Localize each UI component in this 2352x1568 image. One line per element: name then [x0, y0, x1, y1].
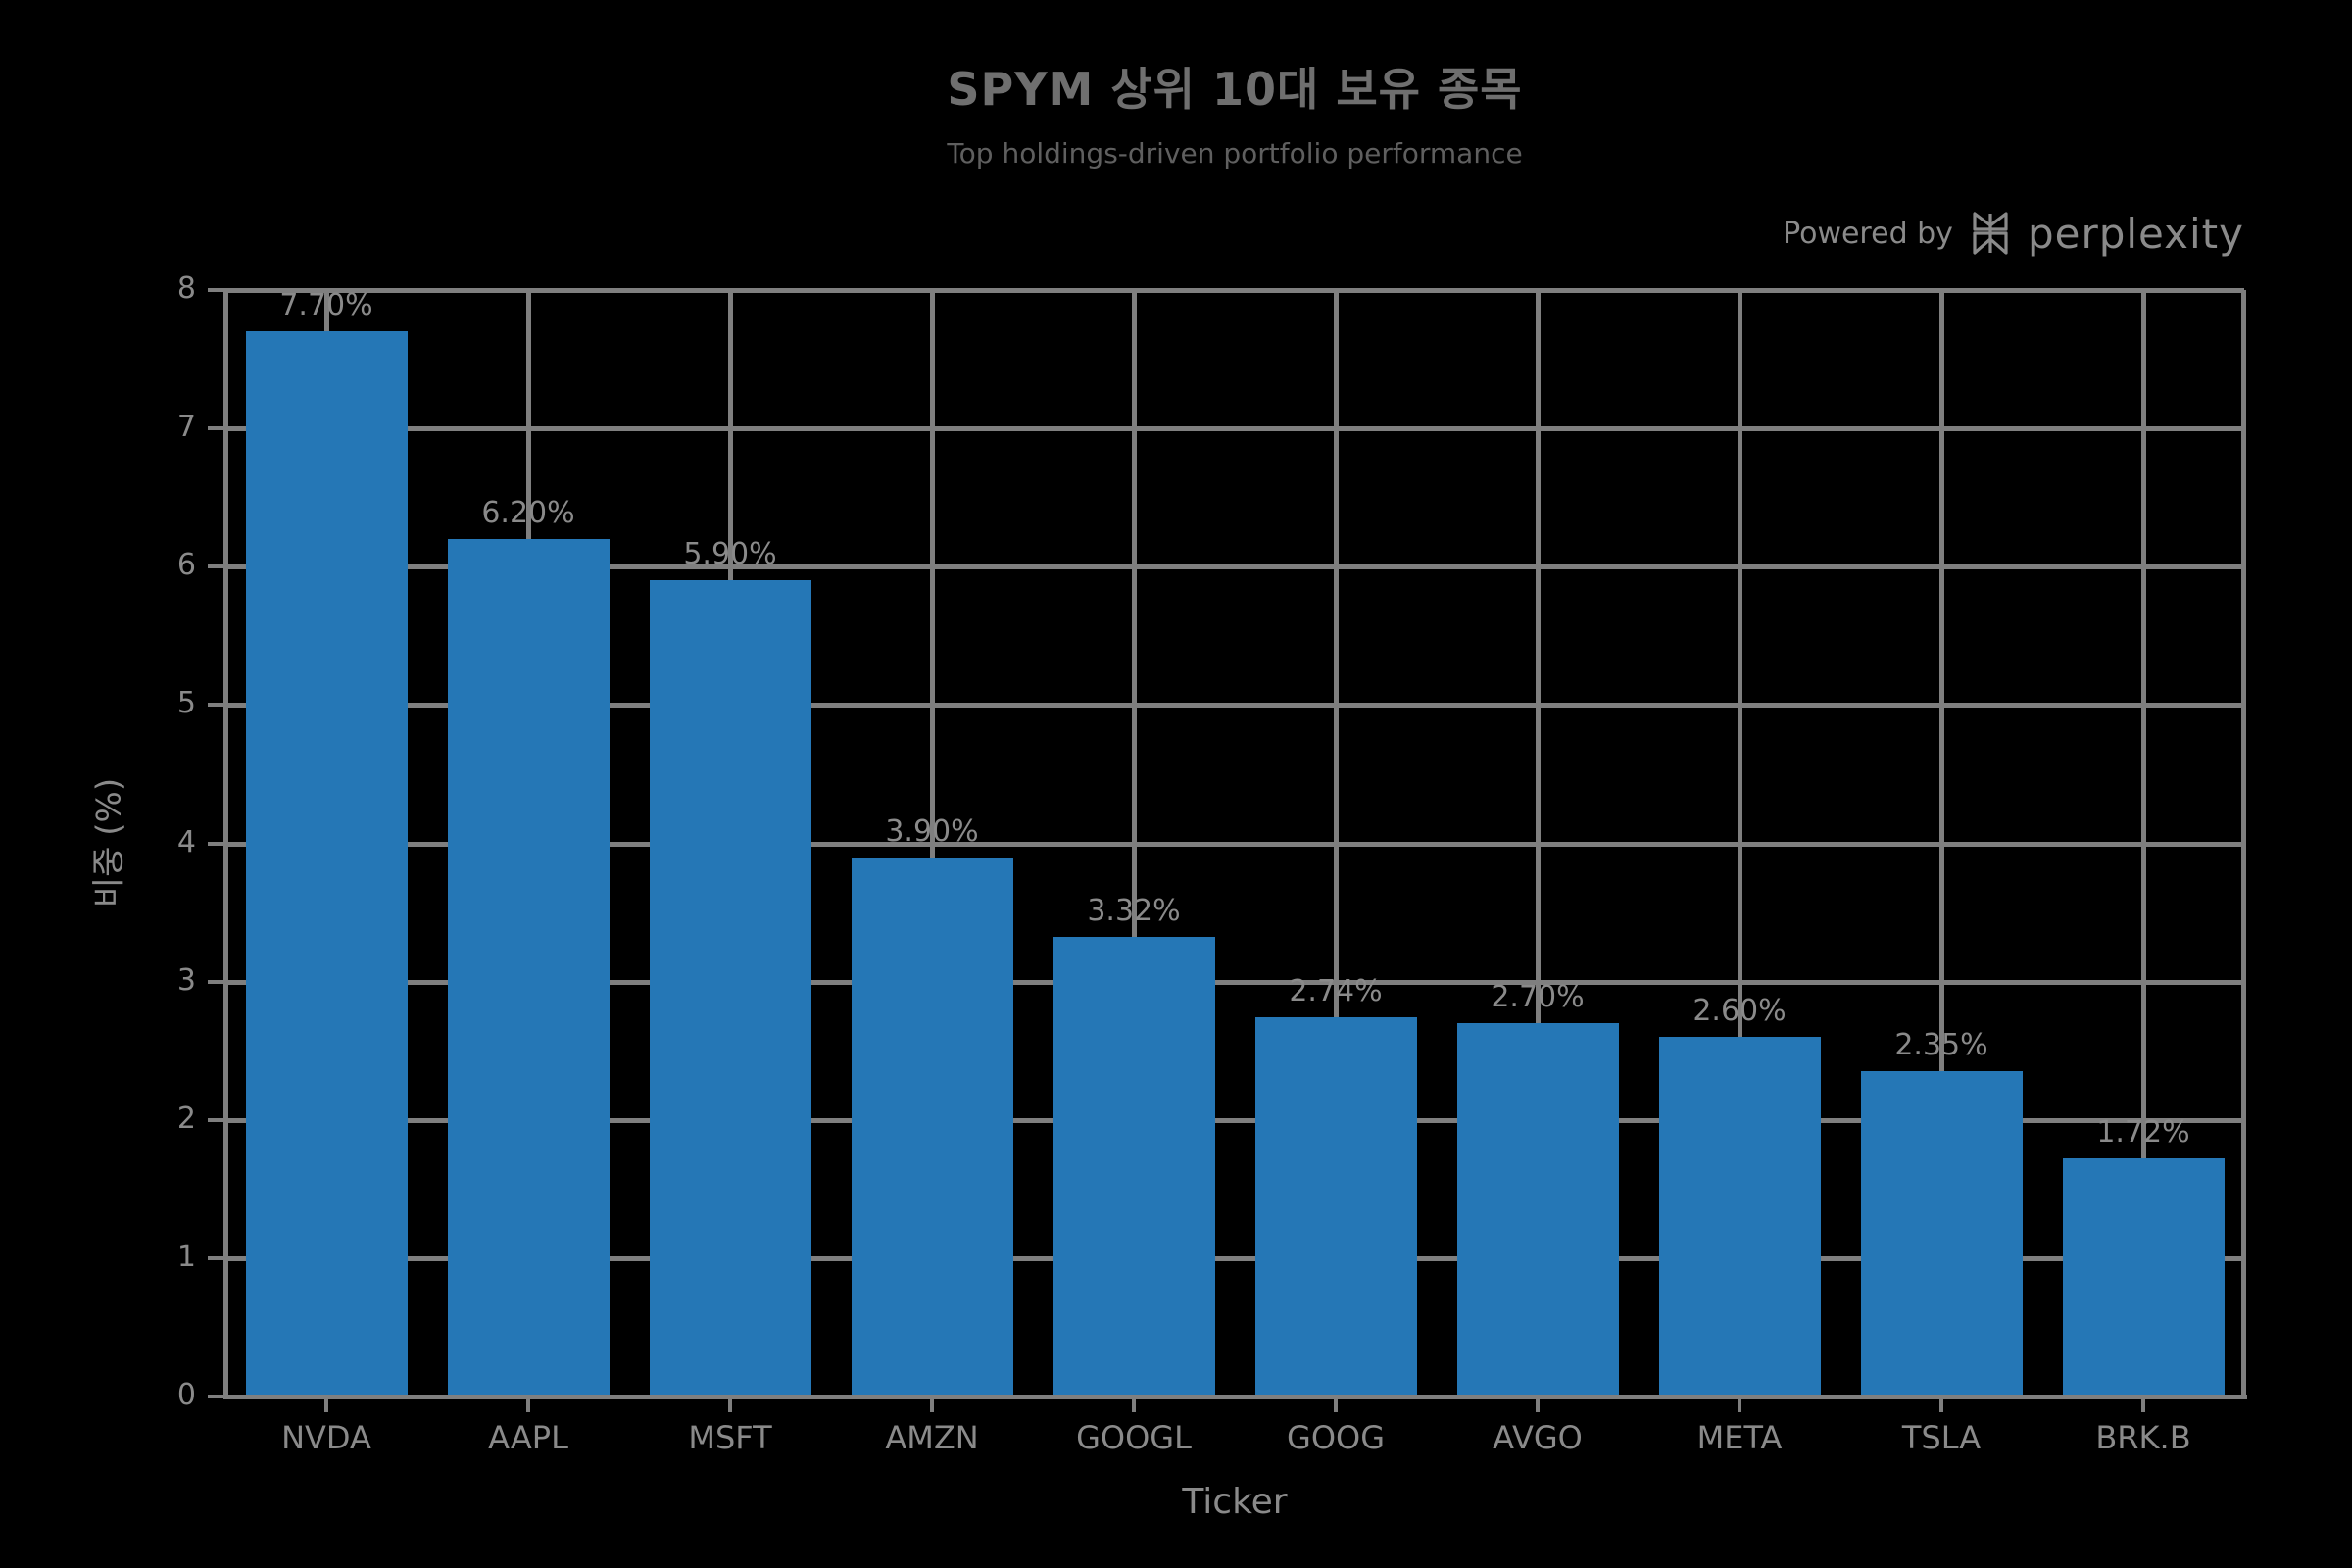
x-tick-mark [930, 1396, 934, 1412]
y-tick-label: 8 [176, 271, 196, 306]
x-tick-mark [1334, 1396, 1338, 1412]
x-tick-label: BRK.B [2095, 1419, 2191, 1456]
gridline-horizontal [225, 288, 2244, 293]
gridline-horizontal [225, 979, 2244, 985]
x-tick-label: MSFT [688, 1419, 772, 1456]
y-tick-label: 3 [176, 962, 196, 998]
gridline-vertical [930, 290, 935, 1396]
gridline-horizontal [225, 1255, 2244, 1261]
gridline-horizontal [225, 564, 2244, 570]
y-tick-mark [208, 564, 225, 569]
gridline-horizontal [225, 703, 2244, 709]
bar-value-label: 2.74% [1289, 974, 1383, 1009]
y-tick-label: 4 [176, 824, 196, 859]
bar [851, 857, 1013, 1396]
bar [2062, 1158, 2225, 1396]
x-tick-label: TSLA [1901, 1419, 1982, 1456]
x-tick-mark [1939, 1396, 1943, 1412]
x-tick-label: AVGO [1493, 1419, 1583, 1456]
bar-value-label: 1.72% [2096, 1115, 2190, 1151]
y-tick-label: 2 [176, 1101, 196, 1136]
perplexity-wordmark: perplexity [2027, 209, 2244, 258]
gridline-vertical [2141, 290, 2146, 1396]
powered-by: Powered by perplexity [1783, 206, 2244, 261]
bar [1053, 937, 1215, 1396]
bar-value-label: 6.20% [481, 496, 575, 531]
y-tick-label: 5 [176, 686, 196, 721]
axis-spine-bottom [223, 1395, 2247, 1399]
x-tick-label: GOOGL [1076, 1419, 1192, 1456]
chart-subtitle: Top holdings-driven portfolio performanc… [947, 137, 1523, 170]
bar [1658, 1037, 1821, 1396]
y-tick-mark [208, 979, 225, 984]
y-tick-mark [208, 841, 225, 846]
gridline-horizontal [225, 841, 2244, 847]
y-tick-mark [208, 288, 225, 292]
bar-value-label: 7.70% [279, 288, 373, 323]
y-tick-label: 7 [176, 410, 196, 445]
x-tick-label: META [1696, 1419, 1783, 1456]
bar [245, 331, 408, 1396]
y-tick-mark [208, 703, 225, 708]
x-tick-mark [324, 1396, 328, 1412]
gridline-vertical [1132, 290, 1137, 1396]
x-tick-mark [1738, 1396, 1741, 1412]
bar [1456, 1022, 1619, 1396]
bar-value-label: 2.35% [1894, 1028, 1988, 1063]
bar [1254, 1017, 1417, 1396]
x-tick-label: GOOG [1287, 1419, 1385, 1456]
x-tick-mark [526, 1396, 530, 1412]
chart-title: SPYM 상위 10대 보유 종목 [947, 63, 1523, 116]
x-tick-label: AAPL [488, 1419, 568, 1456]
y-axis-label: 비중 (%) [89, 777, 129, 908]
bar-value-label: 2.70% [1491, 979, 1585, 1014]
perplexity-asterisk-icon [1973, 212, 2008, 255]
x-tick-label: AMZN [885, 1419, 979, 1456]
x-tick-mark [728, 1396, 732, 1412]
bar-value-label: 2.60% [1692, 994, 1787, 1029]
y-tick-label: 0 [176, 1378, 196, 1412]
bar-value-label: 3.90% [885, 813, 979, 849]
gridline-vertical [1939, 290, 1944, 1396]
plot-area [223, 288, 2247, 1399]
bar [649, 580, 811, 1396]
gridline-vertical [1738, 290, 1742, 1396]
axis-spine-left [223, 290, 228, 1396]
y-tick-label: 6 [176, 548, 196, 583]
axis-spine-right [2241, 290, 2246, 1396]
y-tick-mark [208, 1255, 225, 1260]
x-tick-mark [2141, 1396, 2145, 1412]
y-tick-label: 1 [176, 1239, 196, 1274]
bar [447, 539, 610, 1396]
bar-value-label: 5.90% [683, 537, 777, 572]
powered-by-label: Powered by [1783, 216, 1953, 251]
gridline-vertical [1536, 290, 1541, 1396]
x-tick-label: NVDA [281, 1419, 371, 1456]
bar [1860, 1071, 2023, 1396]
y-tick-mark [208, 426, 225, 431]
y-tick-mark [208, 1395, 225, 1398]
x-axis-label: Ticker [1182, 1482, 1288, 1522]
gridline-horizontal [225, 1117, 2244, 1123]
x-tick-mark [1536, 1396, 1540, 1412]
x-tick-mark [1132, 1396, 1136, 1412]
bar-value-label: 3.32% [1087, 894, 1181, 929]
gridline-vertical [1334, 290, 1339, 1396]
y-tick-mark [208, 1117, 225, 1122]
gridline-horizontal [225, 426, 2244, 432]
